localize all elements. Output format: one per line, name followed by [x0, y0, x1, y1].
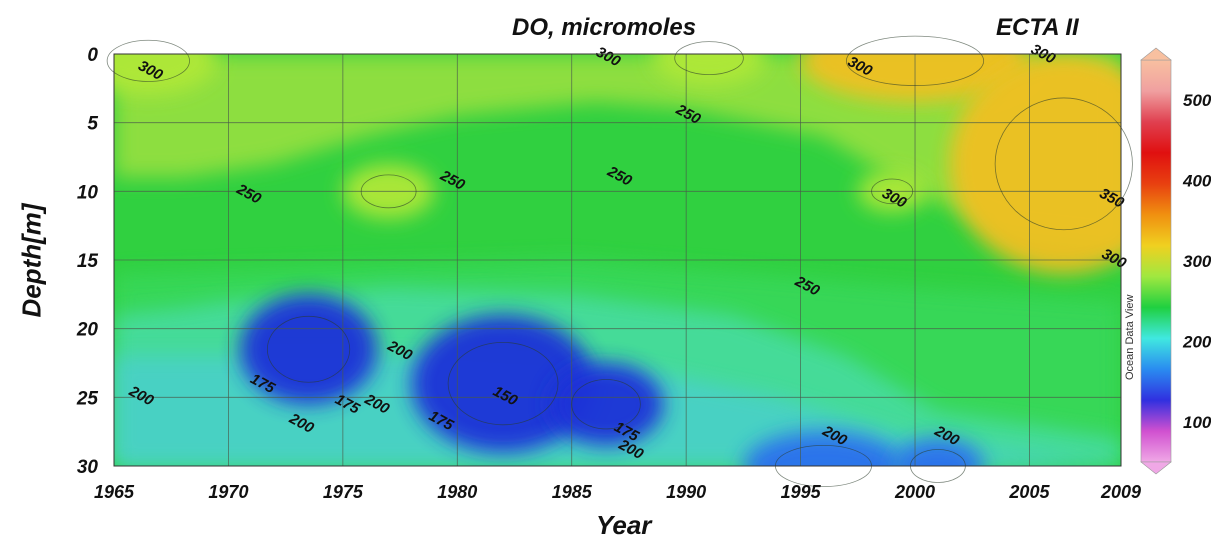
x-tick-label: 2000	[894, 482, 935, 502]
colorbar: 500 400 300 200 100	[1140, 47, 1211, 475]
contour-ring	[266, 315, 351, 383]
y-tick-label: 10	[77, 182, 99, 203]
colorbar-tick-label: 300	[1183, 252, 1211, 271]
contour-ring	[845, 35, 985, 86]
contour-ring	[674, 41, 744, 75]
contour-ring	[447, 341, 559, 426]
chart-title: DO, micromoles	[512, 14, 697, 41]
colorbar-top-arrow	[1140, 47, 1172, 61]
colorbar-tick-label: 400	[1182, 172, 1211, 191]
colorbar-bottom-arrow	[1140, 461, 1172, 475]
x-tick-label: 1980	[437, 482, 477, 502]
x-tick-label: 1970	[208, 482, 248, 502]
x-tick-label: 2009	[1100, 482, 1141, 502]
contour-ring	[360, 174, 417, 209]
y-tick-label: 5	[87, 114, 98, 135]
x-tick-label: 1965	[94, 482, 135, 502]
grid-layer	[114, 54, 1121, 466]
low-patch-9	[743, 431, 904, 466]
y-tick-label: 0	[87, 45, 98, 66]
colorbar-tick-label: 100	[1183, 413, 1211, 432]
plot-frame	[113, 53, 1122, 467]
colorbar-bar	[1140, 59, 1172, 463]
field-band-upper	[114, 54, 1121, 247]
y-tick-label: 25	[76, 388, 99, 409]
contour-ring	[994, 97, 1133, 231]
x-axis-label: Year	[596, 510, 652, 540]
contour-ring	[571, 379, 641, 430]
x-tick-label: 1995	[781, 482, 822, 502]
contour-ring	[871, 178, 914, 205]
x-tick-label: 1990	[666, 482, 706, 502]
high-patch-3	[949, 54, 1121, 274]
odv-watermark: Ocean Data View	[1124, 294, 1136, 380]
high-patch-1	[651, 54, 767, 86]
chart-tag: ECTA II	[996, 14, 1079, 41]
y-tick-label: 20	[76, 320, 99, 341]
contour-ring	[106, 39, 190, 82]
y-tick-label: 30	[77, 457, 99, 478]
y-tick-label: 15	[77, 251, 99, 272]
low-patch-8	[548, 363, 664, 446]
x-tick-label: 1975	[323, 482, 364, 502]
axes-layer: 1965 1970 1975 1980 1985 1990 1995 2000 2005 2009…	[76, 45, 1141, 502]
colorbar-tick-label: 500	[1183, 91, 1211, 110]
x-tick-label: 2005	[1008, 482, 1050, 502]
colorbar-tick-label: 200	[1182, 332, 1211, 351]
x-tick-label: 1985	[552, 482, 593, 502]
high-patch-0	[114, 54, 217, 96]
